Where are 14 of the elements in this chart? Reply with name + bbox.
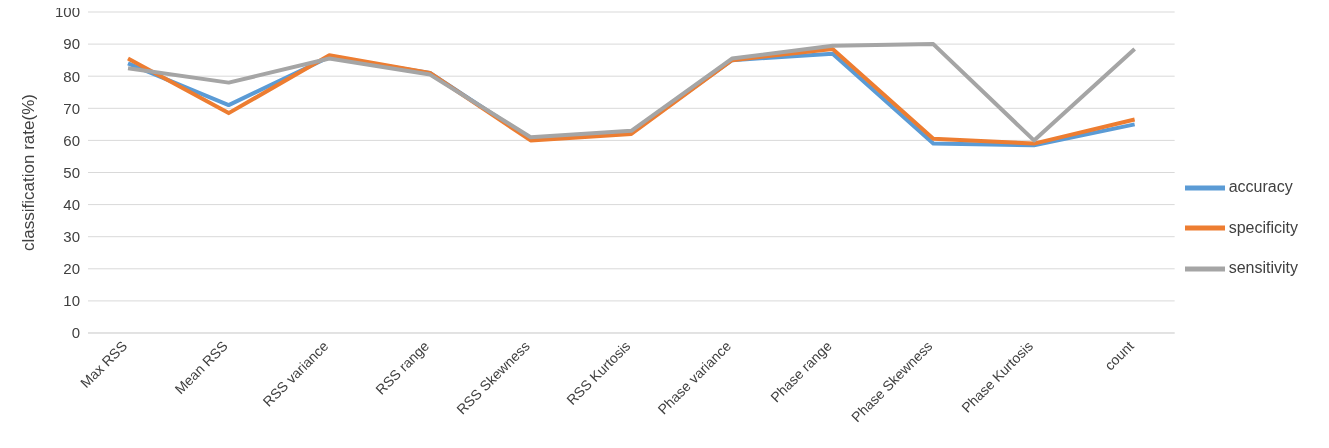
y-tick-label: 50 <box>63 163 80 181</box>
legend-label: specificity <box>1228 218 1298 236</box>
y-tick-label: 80 <box>63 67 80 85</box>
y-tick-label: 10 <box>63 292 80 310</box>
y-axis-title: classification rate(%) <box>19 94 39 251</box>
y-tick-label: 40 <box>63 195 80 213</box>
y-tick-label: 90 <box>63 35 80 53</box>
legend-label: accuracy <box>1228 177 1293 195</box>
y-tick-label: 0 <box>71 324 80 342</box>
y-tick-label: 60 <box>63 131 80 149</box>
y-tick-label: 70 <box>63 99 80 117</box>
legend-label: sensitivity <box>1228 259 1298 277</box>
y-tick-label: 20 <box>63 260 80 278</box>
y-tick-label: 30 <box>63 228 80 246</box>
